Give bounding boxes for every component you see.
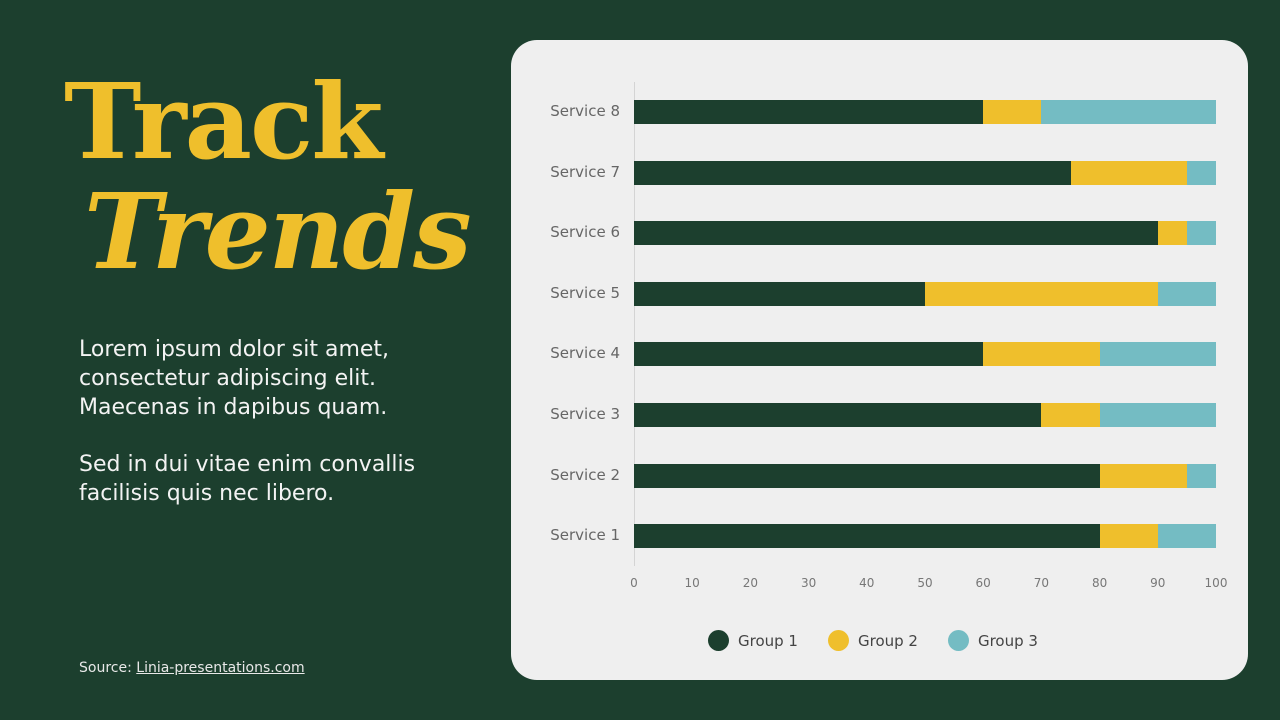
category-label: Service 5: [550, 283, 620, 302]
x-tick-label: 10: [684, 576, 700, 590]
slide-title: Track Trends: [64, 60, 472, 293]
bar-row: [634, 221, 1216, 246]
category-label: Service 2: [550, 465, 620, 484]
bar-segment: [634, 100, 984, 124]
bar-segment: [1041, 403, 1100, 427]
bar-segment: [983, 100, 1042, 124]
x-tick-label: 70: [1033, 576, 1050, 590]
x-tick-label: 60: [975, 576, 991, 590]
bar-segment: [634, 221, 1158, 246]
bar-segment: [1041, 100, 1216, 124]
chart-legend: Group 1 Group 2 Group 3: [708, 630, 1068, 651]
bar-segment: [1099, 403, 1216, 427]
legend-dot-icon: [708, 630, 729, 651]
legend-label: Group 1: [738, 631, 798, 650]
bar-segment: [1099, 342, 1216, 367]
category-label: Service 6: [550, 223, 620, 242]
category-label: Service 4: [550, 344, 620, 363]
bar-row: [634, 403, 1216, 427]
category-label: Service 8: [550, 102, 620, 120]
x-tick-label: 50: [917, 576, 933, 590]
category-label: Service 3: [550, 405, 620, 423]
bar-segment: [634, 160, 1071, 185]
bar-segment: [1186, 160, 1216, 185]
legend-dot-icon: [827, 630, 849, 651]
bar-segment: [983, 342, 1100, 367]
bar-segment: [1157, 281, 1216, 306]
legend-label: Group 2: [857, 631, 918, 650]
title-line-2: Trends: [84, 170, 472, 293]
y-axis-line: [634, 82, 635, 566]
x-tick-label: 40: [859, 576, 875, 590]
source-label: Source:: [79, 660, 132, 676]
bar-row: [634, 100, 1216, 124]
bar-segment: [1157, 524, 1216, 549]
bar-segment: [634, 463, 1100, 488]
legend-dot-icon: [947, 630, 969, 651]
body-paragraph-1: Lorem ipsum dolor sit amet, consectetur …: [79, 337, 390, 420]
bar-row: [634, 160, 1216, 185]
bar-row: [634, 281, 1216, 306]
bar-segment: [634, 342, 984, 367]
body-paragraph-2: Sed in dui vitae enim convallis facilisi…: [79, 452, 416, 506]
bar-row: [634, 524, 1216, 549]
bar-segment: [634, 524, 1100, 549]
bar-segment: [1099, 524, 1158, 549]
bar-segment: [1157, 221, 1187, 246]
x-tick-label: 0: [630, 576, 638, 590]
legend-label: Group 3: [977, 631, 1038, 650]
bar-segment: [1099, 463, 1187, 488]
x-tick-label: 20: [742, 576, 759, 590]
x-tick-label: 100: [1204, 576, 1228, 590]
bar-segment: [634, 403, 1042, 427]
bar-segment: [634, 281, 925, 306]
title-line-1: Track: [64, 60, 383, 183]
legend-item-group-3: Group 3: [947, 630, 1038, 651]
source-link[interactable]: Linia-presentations.com: [136, 660, 305, 676]
bar-row: [634, 342, 1216, 367]
legend-item-group-2: Group 2: [827, 630, 918, 651]
bar-segment: [925, 281, 1158, 306]
legend-item-group-1: Group 1: [708, 630, 798, 651]
x-tick-label: 30: [800, 576, 817, 590]
bar-segment: [1186, 221, 1216, 246]
bar-row: [634, 463, 1216, 488]
x-tick-label: 80: [1091, 576, 1108, 590]
x-tick-label: 90: [1150, 576, 1166, 590]
source-note: Source: Linia-presentations.com: [79, 660, 305, 676]
bar-segment: [1186, 463, 1216, 488]
category-label: Service 7: [550, 162, 620, 181]
category-label: Service 1: [550, 526, 620, 545]
bar-segment: [1070, 160, 1187, 185]
